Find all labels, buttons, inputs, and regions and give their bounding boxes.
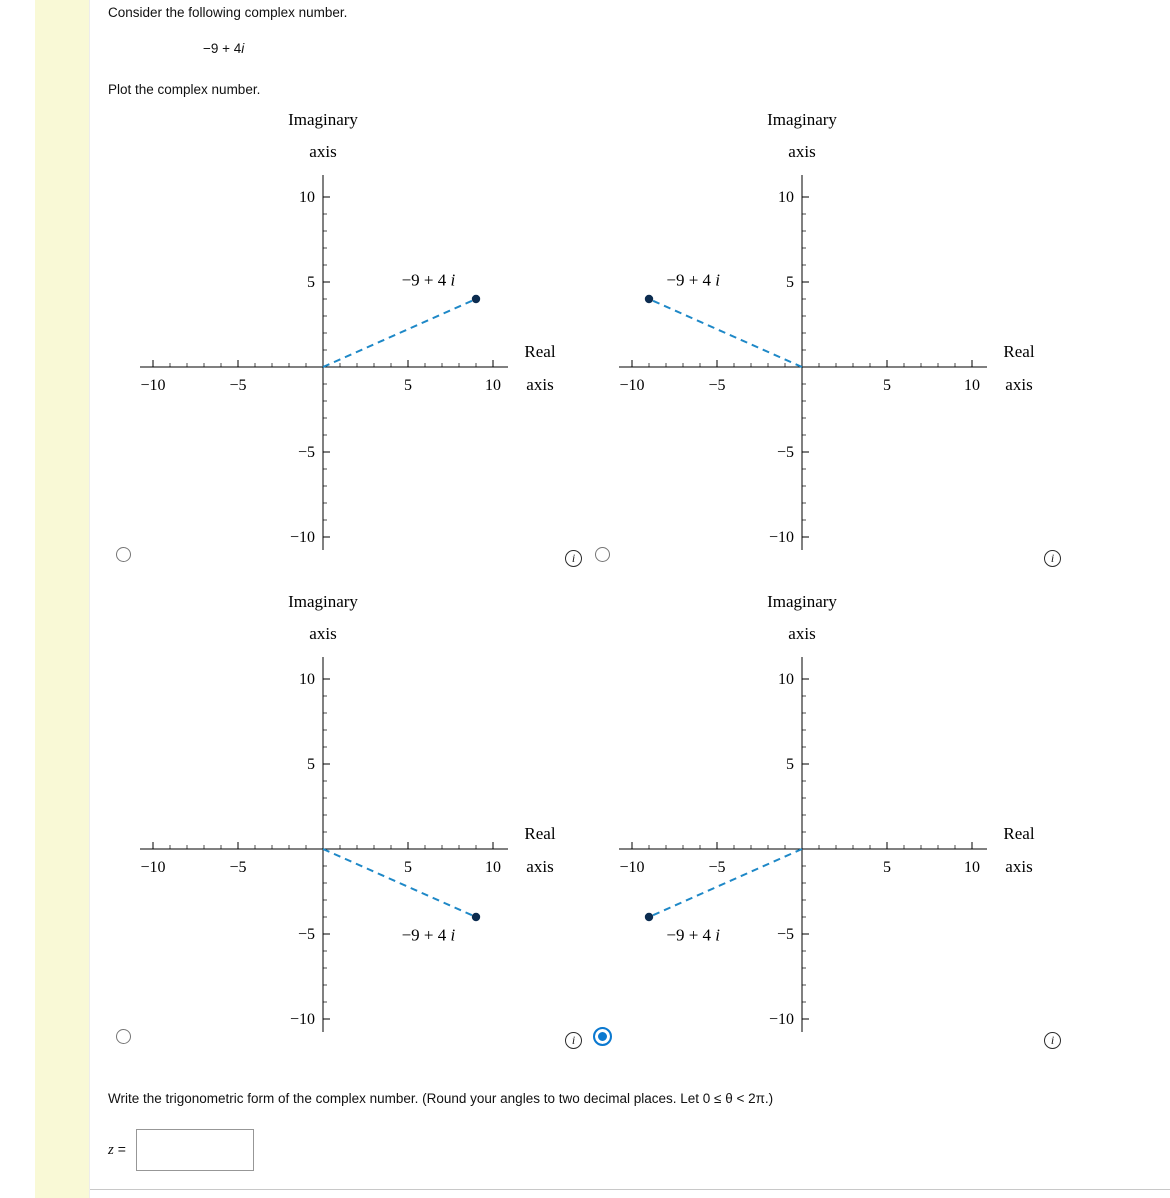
svg-text:5: 5	[307, 756, 315, 773]
plot-option-radio-bottom-right[interactable]	[593, 1027, 612, 1046]
svg-text:−5: −5	[298, 444, 315, 461]
svg-text:5: 5	[307, 274, 315, 291]
svg-text:−5: −5	[777, 926, 794, 943]
svg-text:5: 5	[883, 859, 891, 876]
svg-text:5: 5	[786, 274, 794, 291]
svg-text:Real: Real	[524, 824, 555, 843]
svg-text:−10: −10	[769, 1011, 794, 1028]
svg-text:axis: axis	[526, 375, 553, 394]
svg-text:−5: −5	[708, 859, 725, 876]
info-icon[interactable]: i	[565, 550, 582, 567]
info-icon[interactable]: i	[1044, 1032, 1061, 1049]
trig-form-input[interactable]	[135, 1129, 254, 1171]
svg-text:Imaginary: Imaginary	[767, 110, 837, 129]
svg-text:−10: −10	[769, 529, 794, 546]
svg-text:10: 10	[778, 671, 794, 688]
plot-option-bottom-left: −10 −5 5 10 10 5 −5 −10 Imaginary axis Real axis −9 …	[108, 584, 587, 1054]
svg-text:−5: −5	[298, 926, 315, 943]
svg-text:−10: −10	[619, 377, 644, 394]
svg-text:Real: Real	[1003, 342, 1034, 361]
svg-text:−10: −10	[290, 1011, 315, 1028]
svg-text:−5: −5	[708, 377, 725, 394]
svg-text:−10: −10	[140, 377, 165, 394]
plot-option-top-right: −10 −5 5 10 10 5 −5 −10 Imaginary axis Real axis −9 …	[587, 102, 1066, 572]
plot-options-row-1: −10 −5 5 10 10 5 −5 −10 Imaginary axis Real axis −9 …	[108, 102, 1170, 572]
svg-text:−10: −10	[290, 529, 315, 546]
complex-plane-plot-bottom-right: −10 −5 5 10 10 5 −5 −10 Imaginary axis Real axis −9 …	[619, 592, 1035, 1032]
svg-text:axis: axis	[526, 857, 553, 876]
svg-text:5: 5	[786, 756, 794, 773]
left-margin-strip	[35, 0, 90, 1198]
answer-label: z =	[108, 1141, 126, 1159]
svg-text:−9 + 4 i: −9 + 4 i	[666, 926, 720, 945]
svg-text:5: 5	[883, 377, 891, 394]
answer-row: z =	[108, 1129, 1170, 1171]
trig-form-prompt: Write the trigonometric form of the comp…	[108, 1091, 774, 1106]
svg-text:−9 + 4 i: −9 + 4 i	[402, 270, 456, 289]
svg-text:Real: Real	[1003, 824, 1034, 843]
svg-text:Imaginary: Imaginary	[288, 110, 358, 129]
svg-text:10: 10	[299, 189, 315, 206]
svg-text:10: 10	[485, 377, 501, 394]
svg-text:axis: axis	[1005, 857, 1032, 876]
svg-text:axis: axis	[309, 142, 336, 161]
plot-option-top-left: −10 −5 5 10 10 5 −5 −10 Imaginary axis Real axis −9 …	[108, 102, 587, 572]
svg-text:5: 5	[404, 859, 412, 876]
z-variable: z	[108, 1142, 114, 1158]
svg-text:−5: −5	[777, 444, 794, 461]
svg-text:10: 10	[485, 859, 501, 876]
info-icon[interactable]: i	[565, 1032, 582, 1049]
complex-number: −9 + 4i	[203, 41, 1170, 56]
svg-text:axis: axis	[309, 624, 336, 643]
plot-prompt: Plot the complex number.	[108, 82, 261, 97]
complex-plane-plot-top-right: −10 −5 5 10 10 5 −5 −10 Imaginary axis Real axis −9 …	[619, 110, 1035, 550]
svg-text:−10: −10	[619, 859, 644, 876]
svg-text:axis: axis	[1005, 375, 1032, 394]
complex-plane-plot-top-left: −10 −5 5 10 10 5 −5 −10 Imaginary axis Real axis −9 …	[140, 110, 556, 550]
complex-plane-plot-bottom-left: −10 −5 5 10 10 5 −5 −10 Imaginary axis Real axis −9 …	[140, 592, 556, 1032]
complex-number-i: i	[241, 41, 245, 56]
plot-option-radio-top-left[interactable]	[116, 547, 131, 562]
svg-text:10: 10	[299, 671, 315, 688]
bottom-divider	[90, 1189, 1170, 1190]
svg-text:−9 + 4 i: −9 + 4 i	[402, 926, 456, 945]
svg-text:−5: −5	[229, 859, 246, 876]
plot-option-radio-bottom-left[interactable]	[116, 1029, 131, 1044]
svg-text:−9 + 4 i: −9 + 4 i	[666, 270, 720, 289]
question-content: Consider the following complex number. −…	[108, 0, 1170, 1171]
svg-text:5: 5	[404, 377, 412, 394]
plot-options-row-2: −10 −5 5 10 10 5 −5 −10 Imaginary axis Real axis −9 …	[108, 584, 1170, 1054]
svg-text:−10: −10	[140, 859, 165, 876]
svg-text:10: 10	[778, 189, 794, 206]
svg-text:−5: −5	[229, 377, 246, 394]
svg-text:10: 10	[964, 377, 980, 394]
svg-text:Imaginary: Imaginary	[288, 592, 358, 611]
svg-text:Real: Real	[524, 342, 555, 361]
plot-option-bottom-right: −10 −5 5 10 10 5 −5 −10 Imaginary axis Real axis −9 …	[587, 584, 1066, 1054]
equals-sign: =	[117, 1141, 126, 1157]
svg-text:10: 10	[964, 859, 980, 876]
svg-text:axis: axis	[788, 624, 815, 643]
plot-option-radio-top-right[interactable]	[595, 547, 610, 562]
question-intro: Consider the following complex number.	[108, 5, 348, 20]
svg-text:Imaginary: Imaginary	[767, 592, 837, 611]
info-icon[interactable]: i	[1044, 550, 1061, 567]
complex-number-main: −9 + 4	[203, 41, 242, 56]
svg-text:axis: axis	[788, 142, 815, 161]
